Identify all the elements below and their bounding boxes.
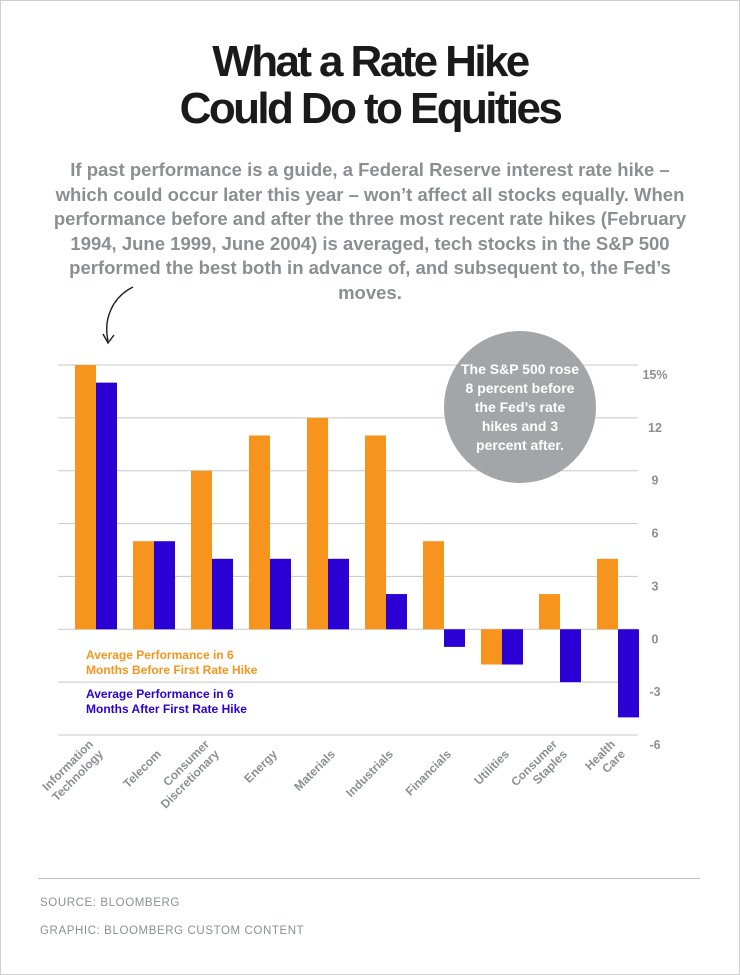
- y-tick-label: 3: [652, 579, 659, 593]
- bar-after: [502, 629, 523, 665]
- chart-title-line-1: What a Rate Hike: [212, 37, 530, 86]
- y-tick-label: 9: [652, 474, 659, 488]
- bar-before: [249, 435, 270, 630]
- bar-after: [386, 594, 407, 630]
- sp500-callout: The S&P 500 rose 8 percent before the Fe…: [444, 331, 596, 483]
- source-note: SOURCE: BLOOMBERG: [40, 897, 180, 909]
- x-tick-group: Financials: [403, 747, 455, 799]
- legend-after: Average Performance in 6 Months After Fi…: [86, 687, 247, 716]
- y-tick-label: 0: [652, 632, 659, 646]
- bar-after: [270, 558, 291, 630]
- x-tick-label: Industrials: [343, 747, 396, 800]
- x-tick-group: Industrials: [343, 747, 396, 800]
- x-tick-group: Telecom: [120, 747, 164, 791]
- bar-after: [212, 558, 233, 630]
- bar-before: [75, 365, 96, 630]
- pointer-arrow-icon: [106, 286, 134, 342]
- footer-divider: [38, 878, 700, 879]
- x-tick-label: Energy: [241, 747, 280, 786]
- bar-after: [154, 541, 175, 630]
- x-tick-group: Energy: [241, 747, 280, 786]
- y-tick-label: 15%: [642, 368, 667, 382]
- chart-title: What a Rate Hike Could Do to Equities: [0, 38, 740, 132]
- y-tick-label: 12: [648, 421, 662, 435]
- x-tick-label: Financials: [403, 747, 455, 799]
- y-tick-label: 6: [652, 527, 659, 541]
- bars: [75, 365, 639, 718]
- bar-after: [96, 382, 117, 630]
- bar-before: [191, 470, 212, 630]
- x-tick-group: Utilities: [471, 747, 512, 788]
- bar-after: [618, 629, 639, 718]
- legend-before: Average Performance in 6 Months Before F…: [86, 648, 258, 677]
- x-tick-group: Materials: [291, 747, 338, 794]
- y-tick-label: -3: [649, 685, 660, 699]
- bar-before: [133, 541, 154, 630]
- bar-after: [328, 558, 349, 630]
- graphic-credit: GRAPHIC: BLOOMBERG CUSTOM CONTENT: [40, 925, 305, 937]
- chart-subtitle: If past performance is a guide, a Federa…: [53, 159, 687, 303]
- bar-before: [307, 417, 328, 630]
- bar-before: [423, 541, 444, 630]
- y-tick-label: -6: [649, 738, 660, 752]
- y-axis-ticks: 15% 12 9 6 3 0 -3 -6: [642, 368, 667, 752]
- chart-title-line-2: Could Do to Equities: [179, 84, 563, 133]
- x-tick-label: Materials: [291, 747, 338, 794]
- x-tick-label: Utilities: [471, 747, 512, 788]
- bar-before: [481, 629, 502, 665]
- pointer-arrowhead-icon: [102, 333, 115, 345]
- bar-after: [444, 629, 465, 647]
- bar-before: [365, 435, 386, 630]
- bar-before: [539, 594, 560, 630]
- bar-before: [597, 558, 618, 630]
- x-tick-label: Telecom: [120, 747, 164, 791]
- bar-after: [560, 629, 581, 683]
